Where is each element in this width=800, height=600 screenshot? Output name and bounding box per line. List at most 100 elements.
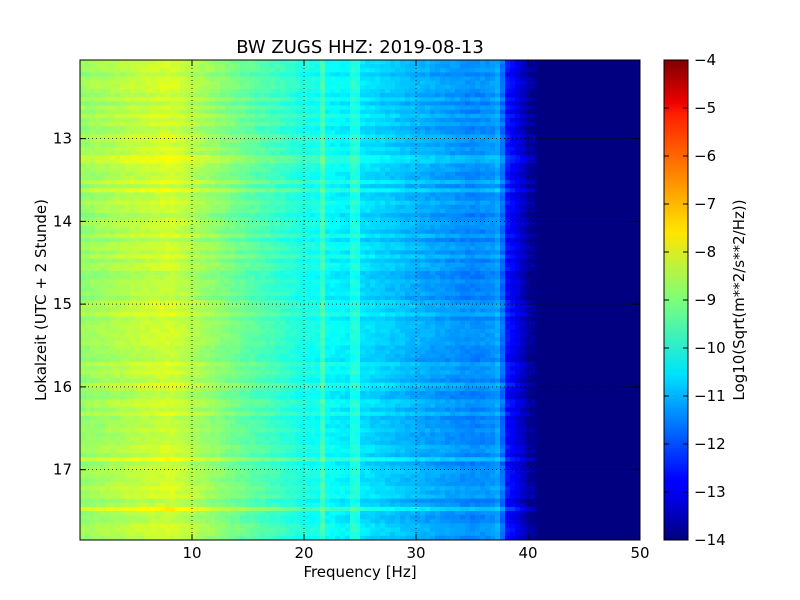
heatmap-cell	[265, 113, 271, 119]
heatmap-cell	[105, 382, 111, 388]
heatmap-cell	[140, 175, 146, 181]
heatmap-cell	[140, 386, 146, 392]
heatmap-cell	[190, 333, 196, 338]
heatmap-cell	[290, 204, 296, 210]
heatmap-cell	[85, 233, 91, 239]
heatmap-cell	[125, 506, 131, 512]
heatmap-cell	[205, 353, 211, 359]
heatmap-cell	[225, 64, 231, 69]
heatmap-cell	[185, 482, 191, 487]
heatmap-cell	[125, 134, 131, 140]
heatmap-cell	[185, 399, 191, 405]
heatmap-cell	[170, 523, 176, 529]
heatmap-cell	[215, 403, 221, 409]
heatmap-cell	[145, 97, 151, 102]
heatmap-cell	[240, 461, 246, 467]
heatmap-cell	[205, 72, 211, 78]
heatmap-cell	[175, 196, 181, 202]
heatmap-cell	[255, 180, 261, 185]
heatmap-cell	[90, 213, 96, 218]
heatmap-cell	[135, 130, 141, 136]
heatmap-cell	[290, 386, 296, 392]
heatmap-cell	[245, 146, 251, 152]
heatmap-cell	[95, 113, 101, 119]
heatmap-cell	[125, 208, 131, 214]
heatmap-cell	[155, 113, 161, 119]
heatmap-cell	[235, 395, 241, 400]
heatmap-cell	[200, 163, 206, 169]
heatmap-cell	[185, 97, 191, 102]
heatmap-cell	[100, 188, 106, 194]
heatmap-cell	[260, 527, 266, 533]
heatmap-cell	[130, 93, 136, 98]
heatmap-cell	[275, 233, 281, 239]
heatmap-cell	[205, 473, 211, 479]
heatmap-cell	[120, 84, 126, 90]
heatmap-cell	[100, 523, 106, 529]
heatmap-cell	[225, 126, 231, 131]
heatmap-cell	[250, 88, 256, 94]
heatmap-cell	[240, 370, 246, 376]
heatmap-cell	[170, 357, 176, 363]
heatmap-cell	[250, 167, 256, 173]
heatmap-cell	[115, 221, 121, 227]
heatmap-cell	[90, 126, 96, 131]
heatmap-cell	[210, 304, 216, 309]
heatmap-cell	[110, 291, 116, 297]
heatmap-cell	[205, 233, 211, 239]
heatmap-cell	[235, 192, 241, 198]
heatmap-cell	[200, 97, 206, 102]
heatmap-cell	[150, 146, 156, 152]
heatmap-cell	[135, 142, 141, 148]
heatmap-cell	[285, 101, 291, 107]
heatmap-cell	[205, 370, 211, 376]
heatmap-cell	[110, 188, 116, 194]
heatmap-cell	[220, 64, 226, 69]
heatmap-cell	[150, 461, 156, 467]
heatmap-cell	[115, 477, 121, 483]
heatmap-cell	[170, 415, 176, 421]
heatmap-cell	[260, 113, 266, 119]
heatmap-cell	[80, 84, 86, 90]
heatmap-cell	[225, 432, 231, 438]
heatmap-cell	[100, 407, 106, 413]
heatmap-cell	[115, 366, 121, 371]
heatmap-cell	[170, 465, 176, 471]
heatmap-cell	[145, 175, 151, 181]
heatmap-cell	[170, 229, 176, 235]
heatmap-cell	[180, 411, 186, 417]
heatmap-cell	[255, 229, 261, 235]
heatmap-cell	[220, 242, 226, 247]
heatmap-cell	[155, 527, 161, 533]
heatmap-cell	[220, 399, 226, 405]
heatmap-cell	[150, 180, 156, 185]
heatmap-cell	[150, 246, 156, 251]
heatmap-cell	[275, 142, 281, 148]
heatmap-cell	[200, 151, 206, 156]
heatmap-cell	[270, 126, 276, 131]
heatmap-cell	[205, 93, 211, 98]
heatmap-cell	[180, 461, 186, 467]
heatmap-cell	[120, 266, 126, 272]
heatmap-cell	[125, 366, 131, 371]
heatmap-cell	[135, 180, 141, 185]
heatmap-cell	[185, 515, 191, 520]
heatmap-cell	[265, 498, 271, 504]
heatmap-cell	[285, 271, 291, 276]
heatmap-cell	[255, 155, 261, 160]
heatmap-cell	[160, 233, 166, 239]
heatmap-cell	[235, 254, 241, 260]
heatmap-cell	[90, 167, 96, 173]
heatmap-cell	[140, 440, 146, 446]
heatmap-cell	[265, 308, 271, 314]
heatmap-cell	[210, 246, 216, 251]
heatmap-cell	[265, 200, 271, 206]
heatmap-cell	[225, 80, 231, 86]
heatmap-cell	[100, 225, 106, 231]
heatmap-cell	[255, 386, 261, 392]
heatmap-cell	[90, 453, 96, 458]
heatmap-cell	[260, 192, 266, 198]
heatmap-cell	[165, 403, 171, 409]
heatmap-cell	[290, 117, 296, 123]
heatmap-cell	[235, 171, 241, 177]
